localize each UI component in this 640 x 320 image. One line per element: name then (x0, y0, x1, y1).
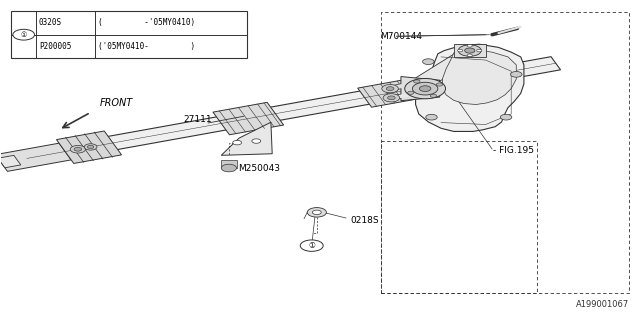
Circle shape (84, 144, 97, 150)
Polygon shape (442, 50, 516, 105)
Text: - FIG.195: - FIG.195 (493, 146, 534, 155)
Circle shape (408, 91, 414, 94)
Circle shape (88, 145, 94, 148)
Circle shape (233, 140, 242, 145)
Text: ('05MY0410-         ): ('05MY0410- ) (98, 42, 195, 51)
Circle shape (221, 164, 237, 172)
Polygon shape (401, 76, 440, 101)
Text: (         -'05MY0410): ( -'05MY0410) (98, 18, 195, 27)
Circle shape (70, 145, 86, 153)
Polygon shape (0, 143, 71, 171)
Circle shape (382, 84, 398, 93)
Polygon shape (22, 57, 561, 165)
Polygon shape (415, 44, 524, 132)
Text: 27111: 27111 (183, 115, 212, 124)
Circle shape (307, 208, 326, 217)
Text: A199001067: A199001067 (576, 300, 629, 309)
Circle shape (412, 82, 438, 95)
Text: M250043: M250043 (239, 164, 280, 173)
Bar (221, 160, 237, 168)
Circle shape (419, 86, 431, 92)
Text: ①: ① (308, 241, 315, 250)
Circle shape (430, 94, 436, 97)
Circle shape (312, 210, 321, 215)
Circle shape (383, 94, 399, 102)
Circle shape (388, 96, 395, 100)
Polygon shape (221, 122, 272, 155)
Polygon shape (213, 102, 284, 135)
Text: FRONT: FRONT (100, 98, 133, 108)
Polygon shape (56, 131, 122, 164)
Circle shape (252, 139, 260, 143)
Circle shape (465, 48, 475, 53)
Circle shape (387, 87, 394, 91)
Circle shape (413, 80, 420, 83)
Polygon shape (403, 52, 476, 92)
Circle shape (426, 114, 437, 120)
Text: M700144: M700144 (381, 32, 422, 41)
Polygon shape (358, 80, 416, 107)
Circle shape (467, 54, 472, 57)
Circle shape (404, 78, 445, 99)
Circle shape (13, 29, 35, 40)
Circle shape (477, 49, 482, 52)
Text: ①: ① (20, 32, 27, 38)
Circle shape (467, 44, 472, 47)
Polygon shape (454, 44, 486, 57)
Circle shape (458, 45, 481, 56)
Circle shape (436, 83, 443, 86)
Polygon shape (0, 156, 20, 168)
Circle shape (511, 71, 522, 77)
Circle shape (300, 240, 323, 252)
Circle shape (422, 59, 434, 65)
Text: 0320S: 0320S (39, 18, 62, 27)
Text: P200005: P200005 (39, 42, 71, 51)
Text: 0218S: 0218S (351, 216, 380, 225)
Circle shape (458, 49, 463, 52)
Circle shape (74, 147, 82, 151)
Circle shape (500, 114, 512, 120)
Bar (11, 11, 246, 59)
